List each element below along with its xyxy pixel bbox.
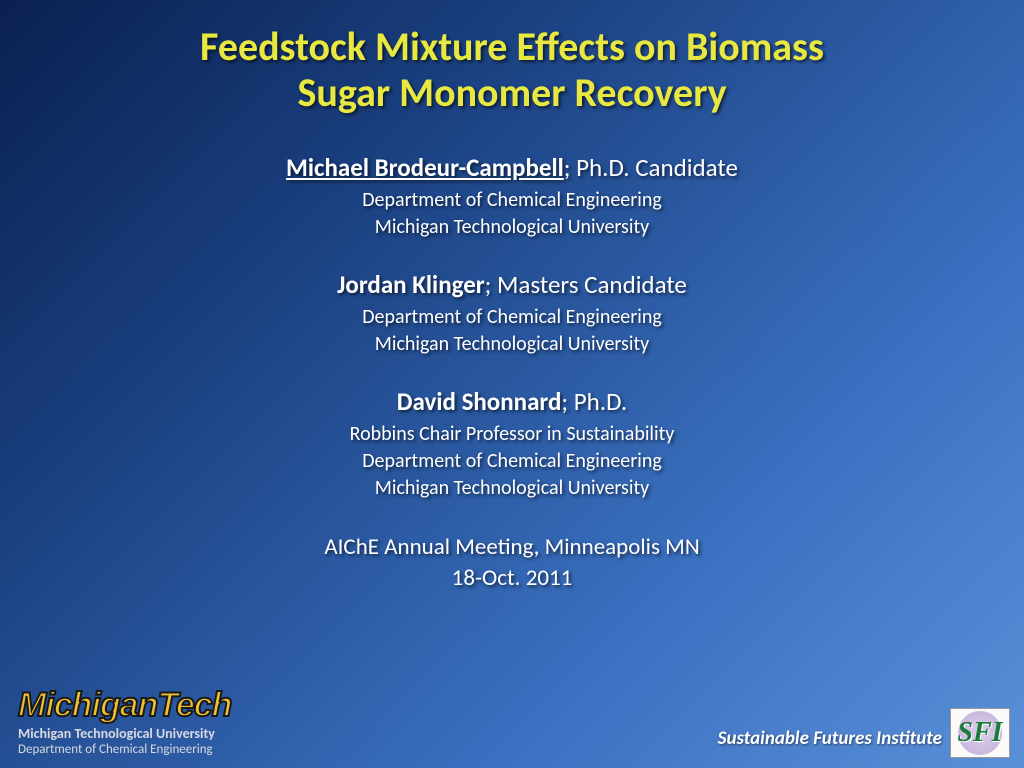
- slide-title: Feedstock Mixture Effects on Biomass Sug…: [0, 0, 1024, 116]
- author-block-1: Jordan Klinger; Masters Candidate Depart…: [0, 269, 1024, 358]
- author-affil-line: Department of Chemical Engineering: [0, 448, 1024, 475]
- sfi-logo-icon: SFI: [950, 708, 1010, 758]
- author-line: David Shonnard; Ph.D.: [0, 386, 1024, 417]
- footer-sub-1: Michigan Technological University: [18, 726, 231, 743]
- footer: MichiganTech Michigan Technological Univ…: [0, 672, 1024, 768]
- author-affil-line: Department of Chemical Engineering: [0, 187, 1024, 214]
- footer-left: MichiganTech Michigan Technological Univ…: [18, 688, 231, 758]
- author-affil-line: Michigan Technological University: [0, 214, 1024, 241]
- author-affil-line: Department of Chemical Engineering: [0, 304, 1024, 331]
- event-block: AIChE Annual Meeting, Minneapolis MN 18-…: [0, 532, 1024, 594]
- michigan-tech-wordmark: MichiganTech: [18, 688, 231, 722]
- title-line-2: Sugar Monomer Recovery: [0, 70, 1024, 116]
- sfi-logo-text: SFI: [957, 717, 1002, 749]
- footer-right: Sustainable Futures Institute SFI: [718, 708, 1010, 758]
- author-affil-line: Robbins Chair Professor in Sustainabilit…: [0, 421, 1024, 448]
- author-affil-line: Michigan Technological University: [0, 475, 1024, 502]
- author-block-0: Michael Brodeur-Campbell; Ph.D. Candidat…: [0, 152, 1024, 241]
- author-line: Jordan Klinger; Masters Candidate: [0, 269, 1024, 300]
- author-name: Michael Brodeur-Campbell: [286, 152, 564, 183]
- title-line-1: Feedstock Mixture Effects on Biomass: [0, 24, 1024, 70]
- author-line: Michael Brodeur-Campbell; Ph.D. Candidat…: [0, 152, 1024, 183]
- slide-root: Feedstock Mixture Effects on Biomass Sug…: [0, 0, 1024, 768]
- author-affil-line: Michigan Technological University: [0, 331, 1024, 358]
- sfi-label: Sustainable Futures Institute: [718, 727, 942, 758]
- event-line-2: 18-Oct. 2011: [0, 563, 1024, 594]
- author-credential: ; Ph.D.: [561, 386, 627, 417]
- author-name: David Shonnard: [397, 386, 562, 417]
- footer-sub-2: Department of Chemical Engineering: [18, 742, 231, 758]
- event-line-1: AIChE Annual Meeting, Minneapolis MN: [0, 532, 1024, 563]
- author-name: Jordan Klinger: [337, 269, 485, 300]
- author-credential: ; Ph.D. Candidate: [564, 152, 738, 183]
- author-credential: ; Masters Candidate: [485, 269, 687, 300]
- content-area: Michael Brodeur-Campbell; Ph.D. Candidat…: [0, 152, 1024, 594]
- author-block-2: David Shonnard; Ph.D. Robbins Chair Prof…: [0, 386, 1024, 502]
